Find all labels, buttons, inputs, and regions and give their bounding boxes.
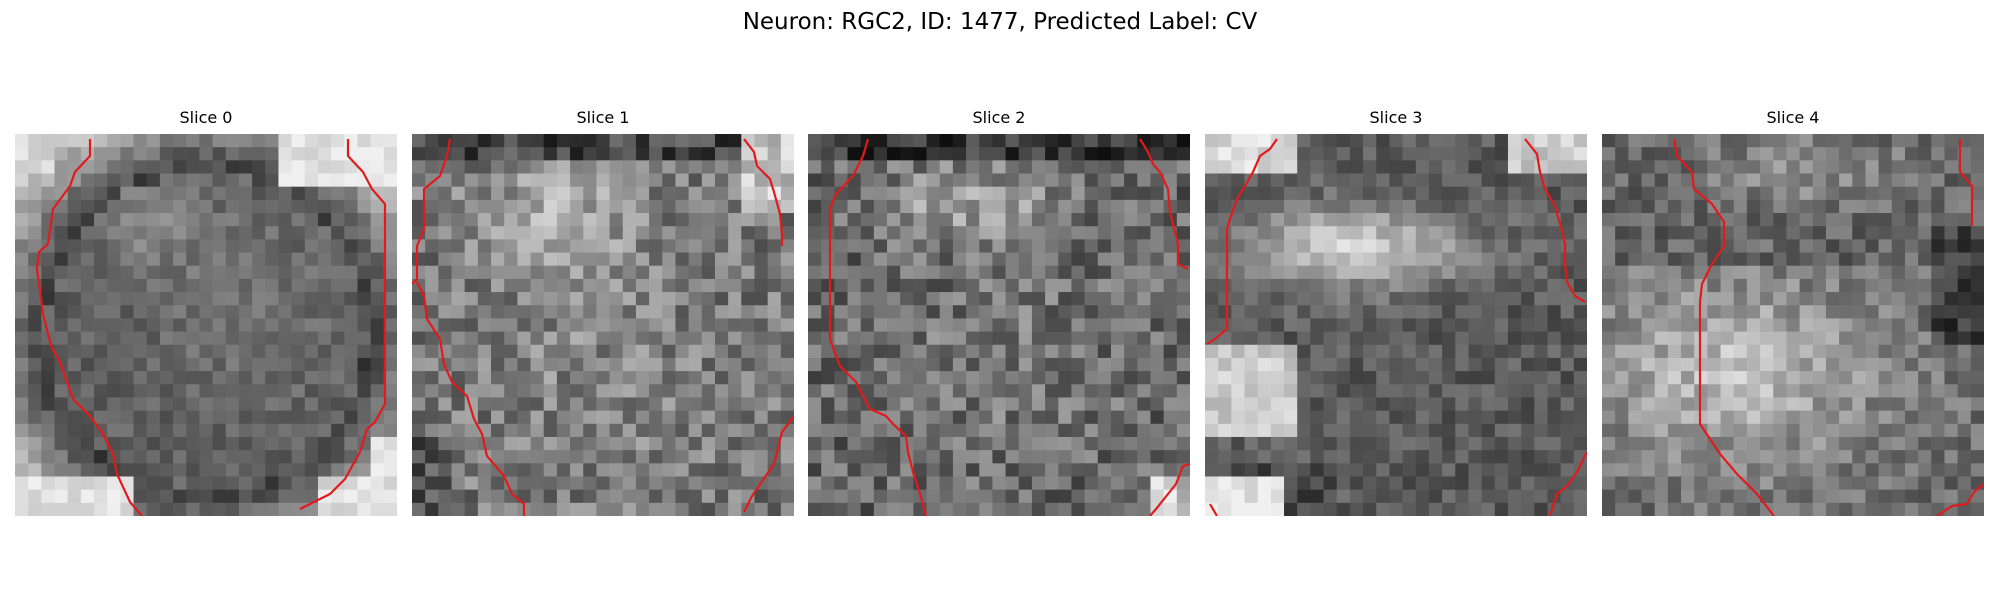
contour-line xyxy=(412,138,452,285)
slice-title: Slice 3 xyxy=(1369,108,1423,127)
slice-panel-4: Slice 4 xyxy=(1602,108,1984,516)
slice-image-0 xyxy=(15,134,397,516)
contour-line xyxy=(1206,138,1278,345)
slice-image-2 xyxy=(808,134,1190,516)
contour-line xyxy=(828,138,928,516)
contour-line xyxy=(1139,138,1189,270)
contour-line xyxy=(1936,483,1984,516)
contour-line xyxy=(1209,503,1218,516)
slice-image-svg xyxy=(15,134,397,516)
slice-title: Slice 0 xyxy=(179,108,233,127)
slice-panel-0: Slice 0 xyxy=(15,108,397,516)
contour-line xyxy=(1958,139,1974,226)
contour-line xyxy=(1524,138,1586,303)
slice-image-svg xyxy=(1205,134,1587,516)
contour-line xyxy=(35,139,143,516)
contour-line xyxy=(1149,462,1190,516)
slice-image-svg xyxy=(412,134,794,516)
slice-title: Slice 4 xyxy=(1766,108,1820,127)
slice-image-svg xyxy=(1602,134,1984,516)
figure-title: Neuron: RGC2, ID: 1477, Predicted Label:… xyxy=(742,9,1258,35)
contour-line xyxy=(743,415,794,513)
contour-line xyxy=(416,281,526,516)
contour-line xyxy=(1548,451,1587,516)
slice-panel-2: Slice 2 xyxy=(808,108,1190,516)
slice-title: Slice 2 xyxy=(972,108,1026,127)
slice-image-3 xyxy=(1205,134,1587,516)
slice-image-svg xyxy=(808,134,1190,516)
contour-line xyxy=(1672,138,1775,516)
contour-line xyxy=(743,138,784,246)
slice-panel-3: Slice 3 xyxy=(1205,108,1587,516)
slice-panel-1: Slice 1 xyxy=(412,108,794,516)
slice-title: Slice 1 xyxy=(576,108,630,127)
slice-image-1 xyxy=(412,134,794,516)
slice-image-4 xyxy=(1602,134,1984,516)
contour-line xyxy=(299,139,387,510)
